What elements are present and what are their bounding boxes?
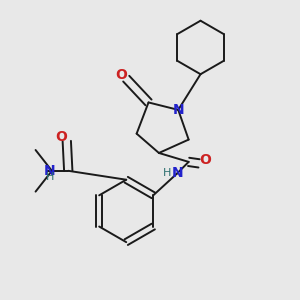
Text: O: O — [115, 68, 127, 82]
Text: O: O — [200, 153, 211, 167]
Text: H: H — [163, 168, 171, 178]
Text: N: N — [172, 166, 184, 180]
Text: H: H — [46, 172, 54, 182]
Text: N: N — [172, 103, 184, 117]
Text: O: O — [55, 130, 67, 144]
Text: N: N — [44, 164, 56, 178]
